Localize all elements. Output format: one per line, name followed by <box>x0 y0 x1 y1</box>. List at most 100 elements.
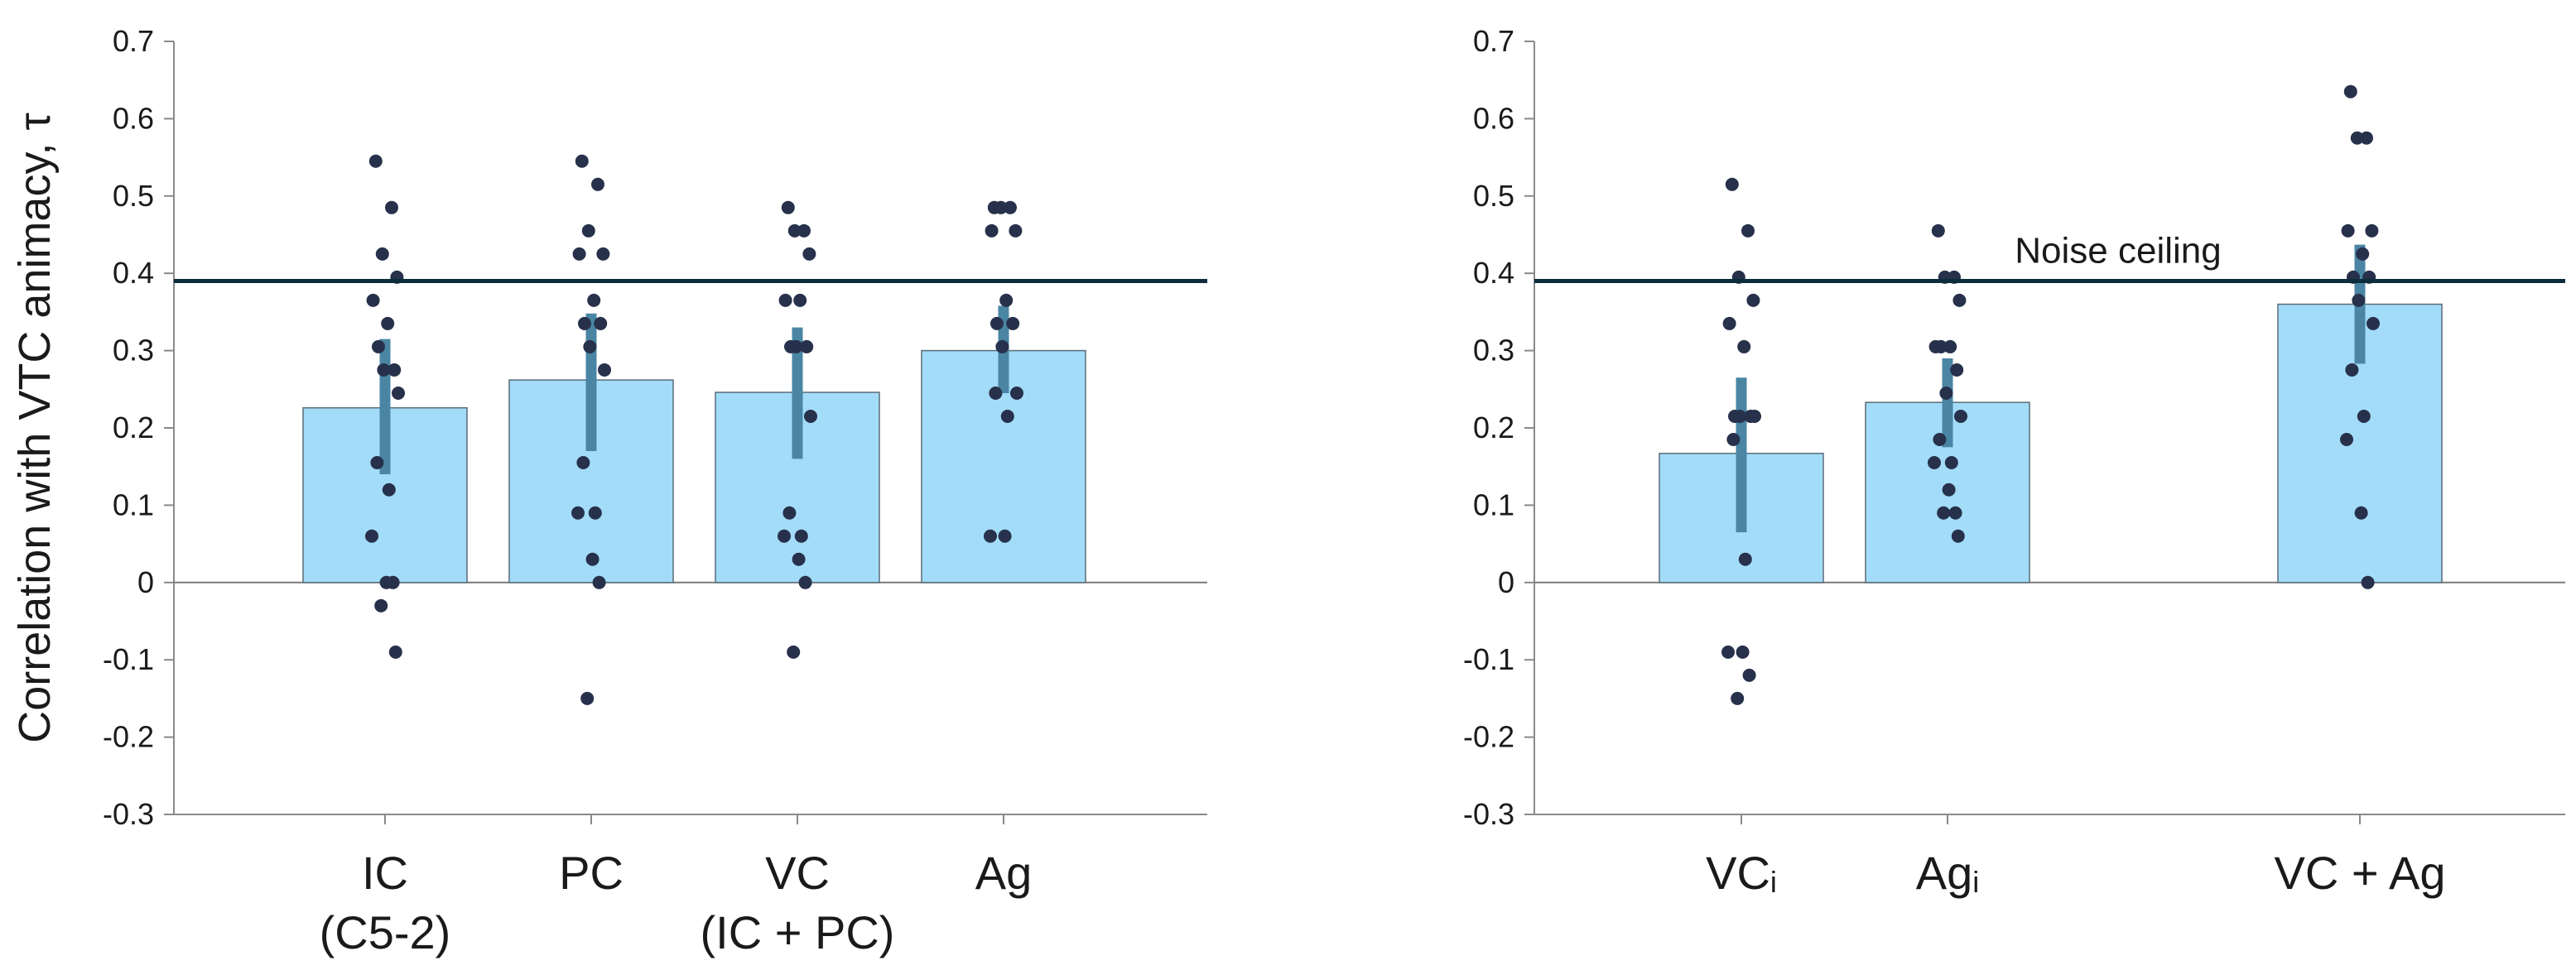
data-point <box>994 200 1008 214</box>
y-tick-label: 0.6 <box>113 101 154 135</box>
data-point <box>797 223 811 238</box>
data-point <box>370 456 384 470</box>
x-category-label: (IC + PC) <box>701 906 895 958</box>
data-point <box>1722 316 1736 330</box>
data-point <box>1933 433 1947 447</box>
data-point <box>1006 316 1020 330</box>
data-point <box>1944 456 1958 470</box>
data-point <box>998 529 1012 543</box>
data-point <box>2365 223 2379 238</box>
data-point <box>375 247 389 261</box>
data-point <box>782 506 797 520</box>
x-category-label: VC <box>765 847 830 899</box>
chart-panel-right: -0.3 -0.2 -0.1 0 0.1 0.2 0.3 0.4 0.5 0.6 0.7 VCi Agi… <box>1463 24 2565 899</box>
x-category-label: PC <box>559 847 624 899</box>
data-point <box>995 339 1009 353</box>
y-tick-label: 0.2 <box>1473 411 1514 444</box>
data-point <box>2367 316 2380 330</box>
data-point <box>1942 483 1956 497</box>
data-point <box>1937 506 1951 520</box>
y-tick-label: 0.6 <box>1473 101 1514 135</box>
y-axis-title: Correlation with VTC animacy, τ <box>10 113 60 743</box>
data-point <box>366 293 380 307</box>
data-point <box>372 339 385 353</box>
x-category-label: VC + Ag <box>2274 847 2445 899</box>
data-point <box>1009 223 1023 238</box>
data-point <box>1010 386 1023 400</box>
y-tick-label: 0.3 <box>1473 334 1514 367</box>
data-point <box>778 293 792 307</box>
data-point <box>1951 529 1965 543</box>
y-tick-label: -0.1 <box>1463 642 1514 676</box>
data-point <box>787 223 802 238</box>
data-point <box>2350 131 2364 145</box>
data-point <box>2357 409 2371 423</box>
y-tick-label: 0.1 <box>1473 488 1514 521</box>
data-point <box>990 316 1004 330</box>
data-point <box>1737 339 1751 353</box>
data-point <box>2345 363 2359 377</box>
data-point <box>1726 433 1741 447</box>
data-point <box>385 200 398 214</box>
x-category-label: Ag <box>975 847 1033 899</box>
data-point <box>580 691 595 705</box>
data-point <box>800 339 814 353</box>
y-tick-label: 0 <box>137 565 154 599</box>
data-point <box>381 316 395 330</box>
data-point <box>1931 223 1945 238</box>
data-point <box>571 506 585 520</box>
y-tick-label: 0.4 <box>1473 256 1514 290</box>
data-point <box>2361 575 2375 589</box>
data-point <box>989 386 1003 400</box>
data-point <box>576 456 590 470</box>
data-point <box>792 552 806 566</box>
data-point <box>1928 456 1941 470</box>
data-point <box>798 575 812 589</box>
data-point <box>392 386 405 400</box>
data-point <box>804 409 817 423</box>
data-point <box>1948 506 1962 520</box>
data-point <box>1004 200 1017 214</box>
data-point <box>386 575 400 589</box>
chart-panel-left: -0.3 -0.2 -0.1 0 0.1 0.2 0.3 0.4 0.5 0.6 0.7 Correl… <box>10 24 1207 958</box>
data-point <box>789 339 803 353</box>
y-tick-label: 0.7 <box>113 24 154 58</box>
y-tick-label: -0.2 <box>1463 720 1514 754</box>
x-category-label: VCi <box>1706 847 1777 899</box>
data-point <box>578 316 591 330</box>
data-point <box>1725 177 1739 191</box>
data-point <box>374 598 388 612</box>
data-point <box>598 363 611 377</box>
data-point <box>1741 223 1755 238</box>
y-tick-label: 0.1 <box>113 488 154 521</box>
data-point <box>368 154 383 168</box>
y-tick-label: 0.5 <box>1473 179 1514 213</box>
data-point <box>1746 293 1760 307</box>
x-category-label: IC <box>362 847 408 899</box>
data-point <box>588 506 602 520</box>
y-tick-label: -0.3 <box>103 797 154 831</box>
data-point <box>793 293 807 307</box>
data-point <box>1738 552 1752 566</box>
data-point <box>778 529 791 543</box>
noise-ceiling-label: Noise ceiling <box>2015 231 2221 271</box>
data-point <box>575 154 589 168</box>
data-point <box>572 247 586 261</box>
y-tick-label: 0.5 <box>113 179 154 213</box>
data-point <box>1939 386 1953 400</box>
data-point <box>985 223 999 238</box>
data-point <box>2356 247 2370 261</box>
data-point <box>1731 691 1745 705</box>
data-point <box>2354 506 2368 520</box>
x-category-label: (C5-2) <box>320 906 451 958</box>
data-point <box>377 363 391 377</box>
y-tick-label: 0.7 <box>1473 24 1514 58</box>
data-point <box>1742 668 1756 682</box>
data-point <box>1954 409 1967 423</box>
y-tick-label: 0 <box>1498 565 1514 599</box>
data-point <box>1748 409 1761 423</box>
data-point <box>999 293 1014 307</box>
data-point <box>984 529 997 543</box>
category-subscript: i <box>1972 865 1979 899</box>
